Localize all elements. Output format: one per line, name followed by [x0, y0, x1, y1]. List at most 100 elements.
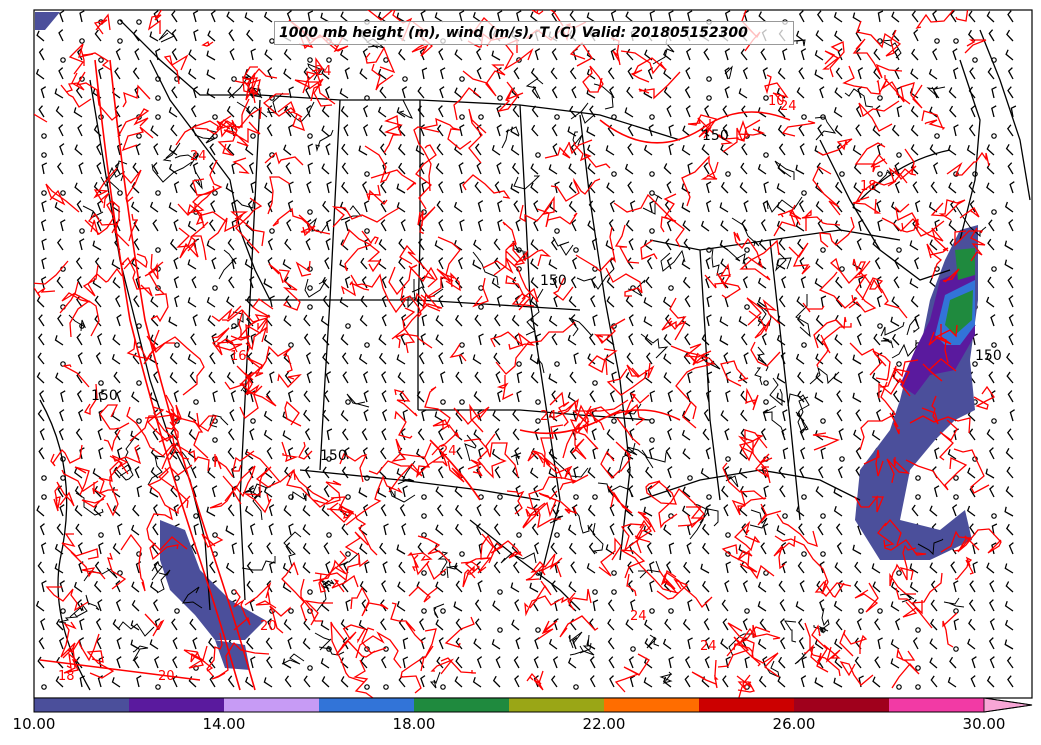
temperature-contour [281, 561, 307, 622]
wind-barb [227, 447, 235, 460]
wind-barb [856, 238, 862, 251]
temperature-contour [534, 490, 558, 518]
temperature-contour [120, 256, 153, 297]
wind-barb [228, 276, 235, 289]
wind-barb [381, 580, 387, 593]
wind-barb [210, 200, 216, 213]
wind-barb [358, 487, 368, 498]
wind-barb [644, 334, 653, 346]
wind-barb [250, 656, 256, 669]
wind-barb [320, 12, 330, 23]
black-contour [83, 567, 118, 582]
wind-barb [551, 333, 558, 346]
wind-barb [606, 296, 615, 308]
wind-barb [586, 68, 596, 80]
wind-barb [363, 105, 369, 118]
wind-barb [226, 11, 235, 23]
wind-barb [587, 144, 596, 156]
black-contour [640, 333, 669, 359]
temperature-contour [620, 523, 651, 552]
temperature-contour [93, 167, 118, 209]
wind-barb [397, 581, 406, 593]
black-contour [769, 239, 801, 521]
wind-barb [630, 599, 636, 612]
wind-barb [75, 257, 83, 270]
wind-barb [420, 675, 426, 688]
wind-barb [533, 200, 539, 213]
wind-barb [722, 618, 729, 631]
wind-barb [1010, 105, 1017, 118]
temperature-contour [206, 632, 223, 677]
wind-barb [172, 637, 178, 650]
wind-barb [454, 676, 463, 688]
wind-barb [757, 296, 767, 308]
temperature-contour [593, 318, 626, 345]
wind-barb [968, 618, 976, 631]
wind-barb [605, 145, 615, 156]
wind-barb [629, 200, 636, 213]
wind-barb [153, 371, 159, 384]
wind-barb [358, 145, 368, 156]
wind-barb [986, 675, 995, 688]
temperature-contour [187, 190, 228, 223]
wind-barb [188, 676, 197, 688]
wind-barb [169, 372, 178, 384]
black-contour [880, 321, 905, 337]
wind-barb [796, 505, 805, 517]
temperature-contour [804, 622, 841, 677]
wind-barb [740, 162, 748, 175]
wind-barb [814, 278, 824, 289]
wind-barb [284, 238, 292, 251]
calm-wind-marker [763, 570, 769, 576]
wind-barb [835, 67, 843, 80]
wind-barb [684, 333, 691, 346]
wind-barb [227, 238, 235, 251]
wind-barb [757, 277, 767, 289]
wind-barb [968, 181, 976, 194]
wind-barb [684, 656, 691, 669]
wind-barb [206, 88, 216, 99]
temperature-contour [854, 142, 886, 168]
temperature-contour [973, 385, 995, 410]
wind-barb [41, 238, 47, 251]
calm-wind-marker [60, 190, 66, 196]
wind-barb [1006, 124, 1014, 137]
wind-barb [742, 67, 748, 80]
wind-barb [724, 48, 731, 61]
wind-barb [681, 259, 691, 270]
wind-barb [667, 390, 674, 403]
wind-barb [209, 352, 216, 365]
temperature-contour [823, 644, 841, 663]
wind-barb [685, 67, 691, 80]
wind-barb [643, 506, 653, 517]
wind-barb [341, 162, 349, 175]
wind-barb [321, 105, 330, 118]
temperature-contour [953, 448, 990, 494]
wind-barb [39, 428, 45, 441]
wind-barb [742, 618, 748, 631]
wind-barb [396, 202, 406, 213]
wind-barb [666, 105, 672, 118]
wind-barb [511, 619, 520, 631]
wind-barb [206, 50, 216, 61]
wind-barb [113, 371, 121, 384]
wind-barb [455, 618, 463, 631]
wind-barb [1004, 563, 1014, 574]
calm-wind-marker [98, 532, 104, 538]
wind-barb [930, 580, 938, 593]
temperature-contour [400, 287, 422, 318]
wind-speed-area [35, 12, 60, 30]
wind-barb [798, 523, 805, 536]
calm-wind-marker [991, 133, 997, 139]
wind-barb [516, 390, 522, 403]
wind-barb [855, 124, 862, 137]
wind-barb [36, 372, 45, 384]
wind-barb [516, 10, 522, 23]
wind-barb [74, 144, 83, 156]
temperature-contour [668, 297, 687, 331]
temperature-contour-label: 20 [260, 619, 277, 634]
wind-barb [589, 675, 596, 688]
wind-barb [914, 200, 921, 213]
wind-barb [437, 428, 444, 441]
wind-barb [284, 105, 292, 118]
